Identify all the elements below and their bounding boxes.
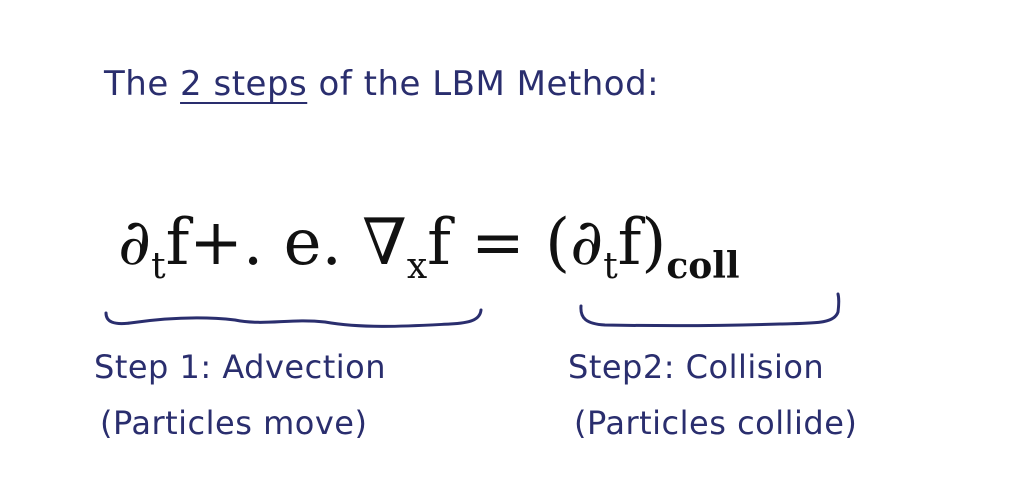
step1-desc: (Particles move): [100, 404, 368, 442]
advection-brace: [104, 308, 483, 328]
eq-rhs-sub-coll: coll: [666, 245, 740, 287]
collision-brace: [579, 292, 841, 328]
title-underlined: 2 steps: [180, 64, 308, 104]
eq-sub-x: x: [406, 246, 428, 287]
eq-rhs-open: (∂: [545, 206, 604, 280]
step1-label: Step 1: Advection: [94, 348, 386, 386]
eq-rhs-sub-t: t: [603, 246, 618, 287]
page-title: The 2 steps of the LBM Method:: [104, 64, 659, 104]
title-prefix: The: [104, 64, 181, 104]
eq-lhs-end: f: [427, 206, 451, 280]
step2-desc: (Particles collide): [574, 404, 858, 442]
eq-partial: ∂: [118, 206, 152, 280]
eq-sub-t: t: [151, 246, 166, 287]
lbm-equation: ∂tf+. e. ∇xf = (∂tf)coll: [118, 206, 740, 287]
eq-lhs-mid: f+. e. ∇: [165, 206, 407, 280]
title-suffix: of the LBM Method:: [307, 64, 660, 104]
step2-label: Step2: Collision: [568, 348, 825, 386]
eq-rhs-close: f): [617, 206, 667, 280]
eq-equals: =: [450, 206, 546, 280]
